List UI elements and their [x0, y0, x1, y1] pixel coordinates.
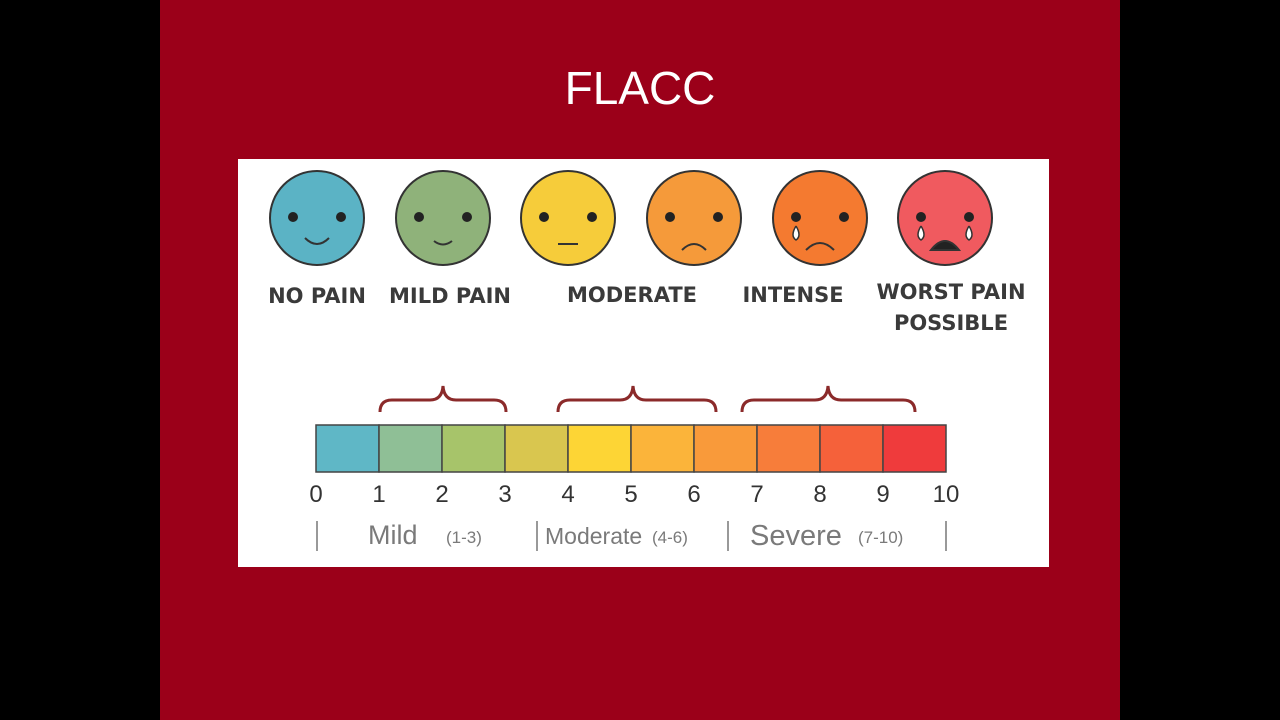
scale-segment: [315, 424, 380, 473]
scale-segment: [819, 424, 884, 473]
face: [646, 170, 742, 266]
faces: [269, 170, 993, 266]
face-label: MILD PAIN: [389, 284, 511, 308]
braces: [378, 385, 917, 413]
title: FLACC: [565, 62, 716, 114]
face: [520, 170, 616, 266]
scale-segment: [441, 424, 506, 473]
face-label: INTENSE: [742, 283, 843, 307]
scale-number: 8: [813, 481, 826, 508]
scale-number: 4: [561, 481, 574, 508]
face: [395, 170, 491, 266]
face: [897, 170, 993, 266]
scale-segment: [756, 424, 821, 473]
range-name: Mild: [368, 520, 418, 550]
scale-segment: [378, 424, 443, 473]
face-label: NO PAIN: [268, 284, 366, 308]
scale-segment: [567, 424, 632, 473]
scale-segment: [693, 424, 758, 473]
range-span: (4-6): [652, 528, 688, 547]
range-name: Moderate: [545, 523, 642, 549]
face: [269, 170, 365, 266]
face-label: WORST PAIN POSSIBLE: [876, 280, 1025, 335]
face: [772, 170, 868, 266]
range-span: (7-10): [858, 528, 903, 547]
scale-number: 5: [624, 481, 637, 508]
scale-segment: [882, 424, 947, 473]
scale-number: 0: [309, 481, 322, 508]
scale-number: 7: [750, 481, 763, 508]
scale-bar: [315, 424, 947, 473]
scale-number: 9: [876, 481, 889, 508]
range-name: Severe: [750, 520, 842, 552]
scale-ticks: 0 1 2 3 4 5 6 7 8 9 10: [309, 481, 959, 508]
range-separators: [316, 521, 947, 551]
scale-segment: [630, 424, 695, 473]
range-span: (1-3): [446, 528, 482, 547]
scale-number: 1: [372, 481, 385, 508]
face-label: MODERATE: [567, 283, 697, 307]
scale-number: 10: [933, 481, 960, 508]
scale-number: 2: [435, 481, 448, 508]
scale-segment: [504, 424, 569, 473]
scale-number: 6: [687, 481, 700, 508]
scale-number: 3: [498, 481, 511, 508]
